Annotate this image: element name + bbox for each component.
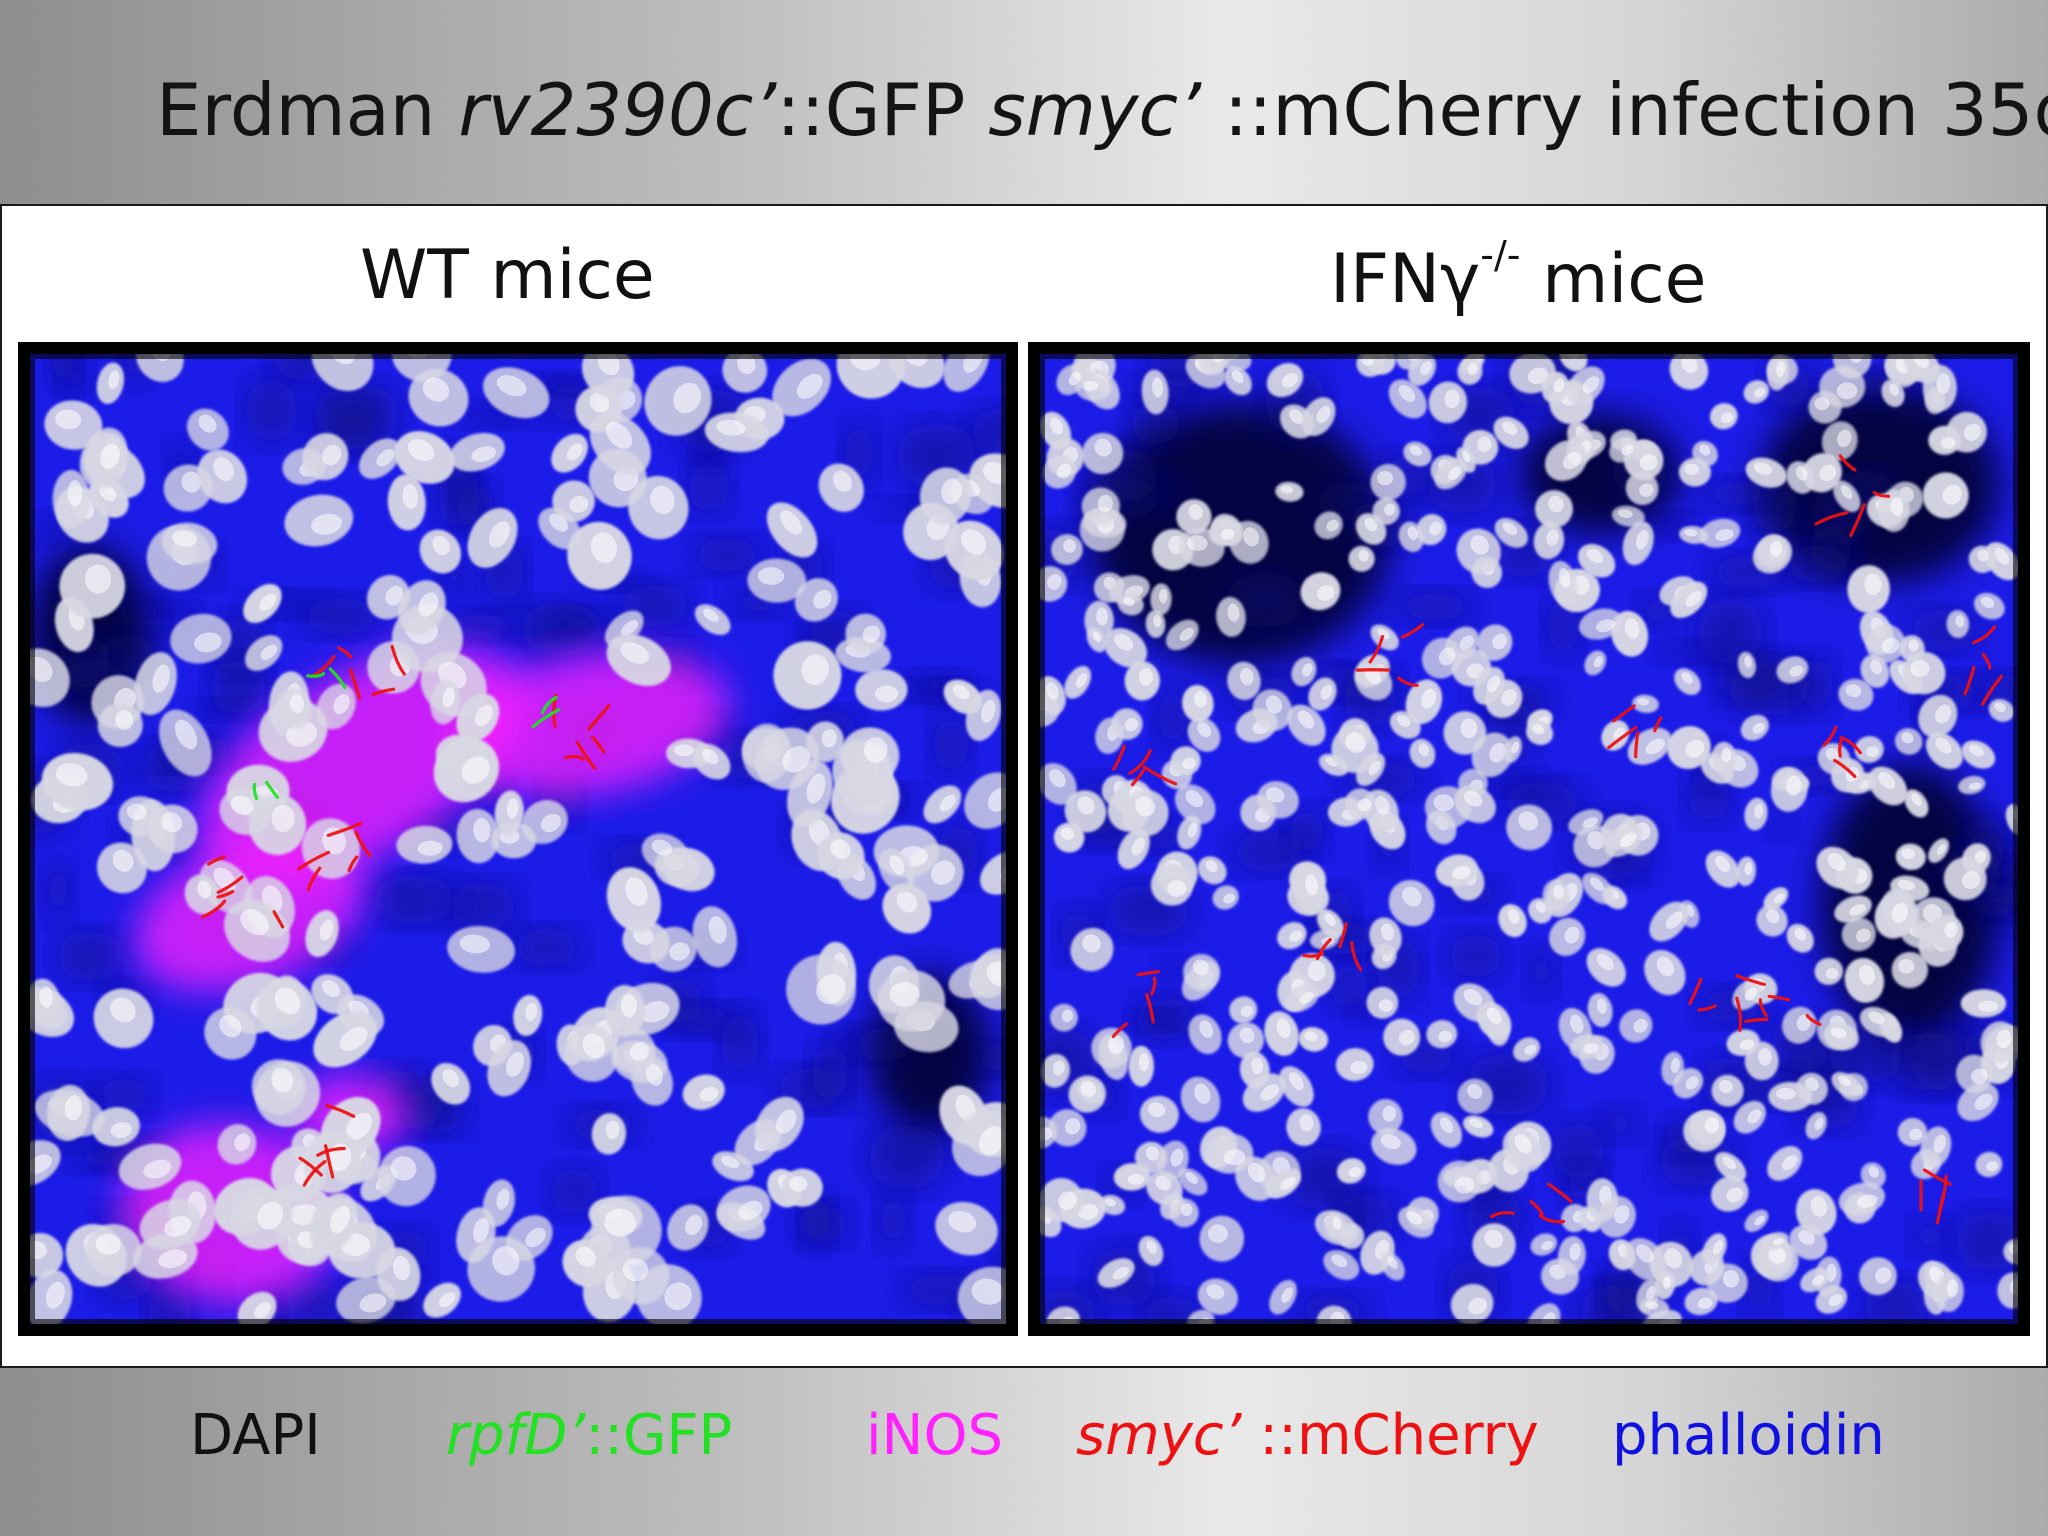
title-prefix: Erdman	[156, 68, 459, 152]
panel-label-ifng-sup: -/-	[1480, 233, 1521, 277]
panel-label-wt: WT mice	[360, 236, 655, 315]
panel-label-ifng-rest: mice	[1520, 240, 1707, 319]
micrograph-ifng-image	[1040, 354, 2018, 1324]
legend-gfp-gene: rpfD’	[446, 1403, 586, 1468]
legend-dapi: DAPI	[190, 1403, 321, 1468]
micrograph-ifng	[1028, 342, 2030, 1336]
micrograph-wt-image	[30, 354, 1006, 1324]
title-suffix: ::mCherry infection 35d	[1201, 68, 2048, 152]
slide-title: Erdman rv2390c’::GFP smyc’ ::mCherry inf…	[156, 62, 2048, 158]
legend-inos: iNOS	[866, 1403, 1004, 1468]
micrograph-wt	[18, 342, 1018, 1336]
title-gene2: smyc’	[988, 68, 1201, 152]
title-gene1: rv2390c’	[458, 68, 777, 152]
legend-mcherry: smyc’ ::mCherry	[1076, 1396, 1539, 1476]
stain-legend: DAPI rpfD’::GFP iNOS smyc’ ::mCherry pha…	[0, 1396, 2048, 1476]
legend-phalloidin: phalloidin	[1612, 1403, 1885, 1468]
panel-label-ifng-main: IFNγ	[1330, 240, 1481, 319]
legend-gfp: rpfD’::GFP	[446, 1396, 732, 1476]
legend-mcherry-gene: smyc’	[1076, 1403, 1242, 1468]
panel-label-ifng: IFNγ-/- mice	[1330, 236, 1707, 320]
legend-gfp-suffix: ::GFP	[585, 1403, 733, 1468]
title-middle: ::GFP	[776, 68, 989, 152]
legend-mcherry-suffix: ::mCherry	[1241, 1403, 1539, 1468]
